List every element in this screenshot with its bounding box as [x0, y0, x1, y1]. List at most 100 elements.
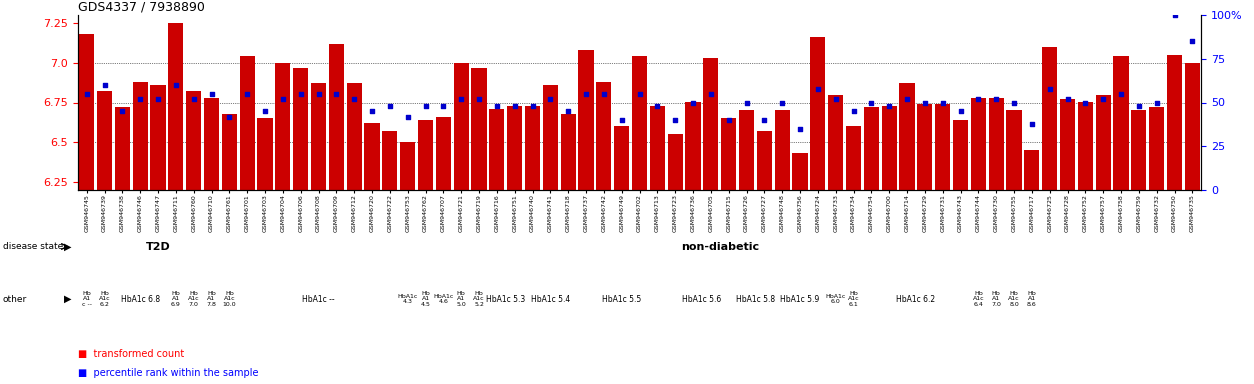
Bar [614, 126, 630, 190]
Point [879, 103, 899, 109]
Point [523, 103, 543, 109]
Text: Hb
A1
8.6: Hb A1 8.6 [1027, 291, 1037, 307]
Bar [793, 154, 808, 190]
Text: Hb
A1c
6.1: Hb A1c 6.1 [848, 291, 859, 307]
Bar [775, 111, 790, 190]
Point [291, 91, 311, 97]
Bar [953, 120, 968, 190]
Text: HbA1c 5.5: HbA1c 5.5 [602, 295, 641, 303]
Text: Hb
A1
7.0: Hb A1 7.0 [992, 291, 1001, 307]
Bar [1078, 103, 1093, 190]
Bar [168, 23, 183, 190]
Text: Hb
A1
c --: Hb A1 c -- [82, 291, 92, 307]
Bar [346, 83, 361, 190]
Point [701, 91, 721, 97]
Bar [561, 114, 576, 190]
Bar [650, 106, 665, 190]
Text: Hb
A1c
6.2: Hb A1c 6.2 [99, 291, 110, 307]
Text: disease state: disease state [3, 242, 63, 251]
Point [915, 99, 935, 106]
Point [1076, 99, 1096, 106]
Bar [133, 82, 148, 190]
Bar [632, 56, 647, 190]
Point [308, 91, 329, 97]
Bar [150, 85, 166, 190]
Point [665, 117, 685, 123]
Point [844, 108, 864, 114]
Bar [418, 120, 433, 190]
Bar [1114, 56, 1129, 190]
Bar [686, 103, 701, 190]
Point [113, 108, 133, 114]
Bar [186, 91, 201, 190]
Bar [365, 123, 380, 190]
Point [594, 91, 614, 97]
Bar [935, 104, 951, 190]
Bar [739, 111, 754, 190]
Point [94, 82, 114, 88]
Bar [507, 106, 522, 190]
Point [576, 91, 596, 97]
Point [861, 99, 882, 106]
Point [897, 96, 917, 102]
Point [986, 96, 1006, 102]
Point [434, 103, 454, 109]
Text: HbA1c
6.0: HbA1c 6.0 [825, 294, 846, 305]
Bar [1060, 99, 1075, 190]
Bar [597, 82, 612, 190]
Point [130, 96, 150, 102]
Bar [276, 63, 291, 190]
Point [344, 96, 364, 102]
Point [612, 117, 632, 123]
Point [755, 117, 775, 123]
Point [790, 126, 810, 132]
Text: Hb
A1c
8.0: Hb A1c 8.0 [1008, 291, 1020, 307]
Bar [240, 56, 255, 190]
Point [558, 108, 578, 114]
Point [415, 103, 435, 109]
Point [166, 82, 186, 88]
Bar [1185, 63, 1200, 190]
Text: other: other [3, 295, 26, 303]
Text: HbA1c 6.8: HbA1c 6.8 [120, 295, 159, 303]
Point [202, 91, 222, 97]
Bar [703, 58, 719, 190]
Text: HbA1c 5.4: HbA1c 5.4 [530, 295, 571, 303]
Point [469, 96, 489, 102]
Point [683, 99, 703, 106]
Point [504, 103, 524, 109]
Point [630, 91, 650, 97]
Bar [204, 98, 219, 190]
Point [540, 96, 561, 102]
Point [772, 99, 793, 106]
Point [148, 96, 168, 102]
Bar [1042, 47, 1057, 190]
Point [1004, 99, 1025, 106]
Bar [472, 68, 487, 190]
Point [1111, 91, 1131, 97]
Point [808, 85, 828, 91]
Text: T2D: T2D [145, 242, 171, 252]
Point [1129, 103, 1149, 109]
Bar [864, 107, 879, 190]
Text: HbA1c --: HbA1c -- [302, 295, 335, 303]
Point [326, 91, 346, 97]
Point [183, 96, 203, 102]
Bar [578, 50, 593, 190]
Bar [1096, 94, 1111, 190]
Text: ▶: ▶ [64, 294, 71, 304]
Point [255, 108, 275, 114]
Point [1165, 12, 1185, 18]
Text: HbA1c 5.9: HbA1c 5.9 [780, 295, 820, 303]
Bar [882, 106, 897, 190]
Bar [1131, 111, 1146, 190]
Text: HbA1c 5.6: HbA1c 5.6 [682, 295, 721, 303]
Bar [721, 118, 736, 190]
Bar [988, 98, 1003, 190]
Text: Hb
A1c
7.0: Hb A1c 7.0 [188, 291, 199, 307]
Bar [436, 117, 451, 190]
Text: HbA1c
4.6: HbA1c 4.6 [433, 294, 454, 305]
Point [362, 108, 382, 114]
Point [1146, 99, 1166, 106]
Point [76, 91, 97, 97]
